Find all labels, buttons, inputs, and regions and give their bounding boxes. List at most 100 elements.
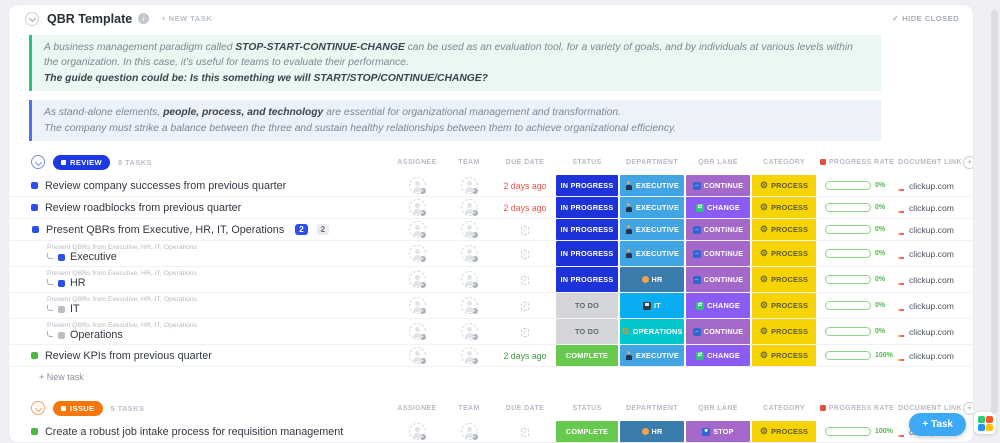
- category-cell[interactable]: ⚙ PROCESS: [751, 175, 817, 197]
- column-header-qbr_lane[interactable]: QBR LANE: [698, 404, 738, 412]
- group-status-badge[interactable]: ISSUE: [53, 400, 103, 416]
- document-link-cell[interactable]: clickup.com: [897, 275, 963, 285]
- st-chip[interactable]: IN PROGRESS: [556, 197, 618, 219]
- qb-chip[interactable]: → CONTINUE: [686, 267, 750, 293]
- task-name[interactable]: HR: [70, 277, 86, 290]
- task-status-bullet[interactable]: [58, 331, 65, 339]
- ct-chip[interactable]: ⚙ PROCESS: [752, 197, 816, 219]
- task-row[interactable]: Review roadblocks from previous quarter +…: [9, 197, 973, 220]
- qbr-lane-cell[interactable]: ⇄ CHANGE: [685, 197, 751, 219]
- task-status-bullet[interactable]: [32, 226, 39, 234]
- calendar-icon[interactable]: ✓: [521, 225, 529, 235]
- due-date-cell[interactable]: 2 days ago: [495, 351, 555, 361]
- task-row[interactable]: Present QBRs from Executive, HR, IT, Ope…: [9, 319, 973, 346]
- task-name-cell[interactable]: Present QBRs from Executive, HR, IT, Ope…: [31, 244, 391, 263]
- st-chip[interactable]: IN PROGRESS: [556, 241, 618, 267]
- ct-chip[interactable]: ⚙ PROCESS: [752, 267, 816, 293]
- new-task-link[interactable]: + NEW TASK: [161, 14, 213, 23]
- task-name-cell[interactable]: Present QBRs from Executive, HR, IT, Ope…: [31, 296, 391, 315]
- team-avatar[interactable]: +: [460, 423, 479, 442]
- dp-chip[interactable]: IT: [620, 293, 684, 319]
- due-date-cell[interactable]: ✓: [495, 224, 555, 236]
- status-cell[interactable]: IN PROGRESS: [555, 175, 619, 197]
- new-task-row[interactable]: + New task: [39, 372, 84, 383]
- task-name-cell[interactable]: Review KPIs from previous quarter: [31, 350, 391, 362]
- ct-chip[interactable]: ⚙ PROCESS: [752, 319, 816, 345]
- category-cell[interactable]: ⚙ PROCESS: [751, 421, 817, 442]
- qbr-lane-cell[interactable]: ■ STOP: [685, 421, 751, 442]
- category-cell[interactable]: ⚙ PROCESS: [751, 319, 817, 345]
- column-header-progress-rate[interactable]: PROGRESS RATE: [817, 159, 897, 166]
- assignee-avatar[interactable]: +: [408, 347, 427, 366]
- team-avatar[interactable]: +: [460, 323, 479, 342]
- qb-chip[interactable]: ■ STOP: [686, 421, 750, 442]
- status-cell[interactable]: COMPLETE: [555, 421, 619, 442]
- st-chip[interactable]: IN PROGRESS: [556, 175, 618, 197]
- hide-closed-toggle[interactable]: ✓ HIDE CLOSED: [892, 14, 959, 23]
- dp-chip[interactable]: EXECUTIVE: [620, 197, 684, 219]
- column-header-department[interactable]: DEPARTMENT: [625, 404, 679, 412]
- qb-chip[interactable]: ⇄ CHANGE: [686, 345, 750, 367]
- assignee-avatar[interactable]: +: [408, 423, 427, 442]
- team-avatar[interactable]: +: [460, 297, 479, 316]
- column-header-due_date[interactable]: DUE DATE: [505, 404, 545, 412]
- ct-chip[interactable]: ⚙ PROCESS: [752, 175, 816, 197]
- vertical-scrollbar[interactable]: [991, 10, 998, 414]
- document-link-cell[interactable]: clickup.com: [897, 203, 963, 213]
- department-cell[interactable]: HR: [619, 421, 685, 442]
- document-link-cell[interactable]: clickup.com: [897, 181, 963, 191]
- document-link-cell[interactable]: clickup.com: [897, 301, 963, 311]
- status-cell[interactable]: IN PROGRESS: [555, 197, 619, 219]
- task-row[interactable]: Present QBRs from Executive, HR, IT, Ope…: [9, 267, 973, 294]
- task-status-bullet[interactable]: [58, 305, 65, 313]
- qb-chip[interactable]: → CONTINUE: [686, 241, 750, 267]
- task-row[interactable]: Review company successes from previous q…: [9, 175, 973, 198]
- status-cell[interactable]: IN PROGRESS: [555, 219, 619, 241]
- document-link-cell[interactable]: clickup.com: [897, 351, 963, 361]
- due-date-cell[interactable]: ✓: [495, 274, 555, 286]
- dp-chip[interactable]: EXECUTIVE: [620, 175, 684, 197]
- task-row[interactable]: Create a robust job intake process for r…: [9, 421, 973, 442]
- group-status-badge[interactable]: REVIEW: [53, 154, 110, 170]
- task-name[interactable]: Executive: [70, 251, 117, 264]
- team-avatar[interactable]: +: [460, 271, 479, 290]
- task-name-cell[interactable]: ›Present QBRs from Executive, HR, IT, Op…: [31, 224, 391, 236]
- document-link-cell[interactable]: clickup.com: [897, 327, 963, 337]
- task-status-bullet[interactable]: [58, 279, 65, 287]
- task-name[interactable]: Present QBRs from Executive, HR, IT, Ope…: [46, 223, 285, 236]
- info-icon[interactable]: i: [138, 13, 150, 24]
- due-date-cell[interactable]: ✓: [495, 300, 555, 312]
- status-cell[interactable]: IN PROGRESS: [555, 241, 619, 267]
- task-name[interactable]: Review company successes from previous q…: [45, 179, 287, 192]
- document-link-text[interactable]: clickup.com: [909, 274, 954, 285]
- qb-chip[interactable]: → CONTINUE: [686, 319, 750, 345]
- column-header-assignee[interactable]: ASSIGNEE: [397, 158, 437, 166]
- task-row[interactable]: Present QBRs from Executive, HR, IT, Ope…: [9, 241, 973, 268]
- task-status-bullet[interactable]: [31, 182, 38, 190]
- column-header-qbr_lane[interactable]: QBR LANE: [698, 158, 738, 166]
- department-cell[interactable]: EXECUTIVE: [619, 175, 685, 197]
- column-header-category[interactable]: CATEGORY: [762, 158, 806, 166]
- task-name-cell[interactable]: Review roadblocks from previous quarter: [31, 202, 391, 214]
- column-header-status[interactable]: STATUS: [572, 404, 602, 412]
- due-date-cell[interactable]: ✓: [495, 426, 555, 438]
- column-header-due_date[interactable]: DUE DATE: [505, 158, 545, 166]
- due-date-cell[interactable]: ✓: [495, 248, 555, 260]
- department-cell[interactable]: HR: [619, 267, 685, 293]
- task-name[interactable]: Create a robust job intake process for r…: [45, 425, 344, 438]
- qb-chip[interactable]: → CONTINUE: [686, 175, 750, 197]
- qbr-lane-cell[interactable]: ⇄ CHANGE: [685, 345, 751, 367]
- task-status-bullet[interactable]: [31, 428, 38, 436]
- st-chip[interactable]: TO DO: [556, 293, 618, 319]
- column-header-document-link[interactable]: DOCUMENT LINK: [898, 404, 962, 412]
- ct-chip[interactable]: ⚙ PROCESS: [752, 241, 816, 267]
- dp-chip[interactable]: EXECUTIVE: [620, 241, 684, 267]
- collapse-list-icon[interactable]: [25, 11, 39, 26]
- st-chip[interactable]: IN PROGRESS: [556, 219, 618, 241]
- department-cell[interactable]: EXECUTIVE: [619, 219, 685, 241]
- task-name-cell[interactable]: Present QBRs from Executive, HR, IT, Ope…: [31, 270, 391, 289]
- calendar-icon[interactable]: ✓: [521, 249, 529, 259]
- column-header-team[interactable]: TEAM: [458, 404, 480, 412]
- category-cell[interactable]: ⚙ PROCESS: [751, 293, 817, 319]
- team-avatar[interactable]: +: [460, 177, 479, 196]
